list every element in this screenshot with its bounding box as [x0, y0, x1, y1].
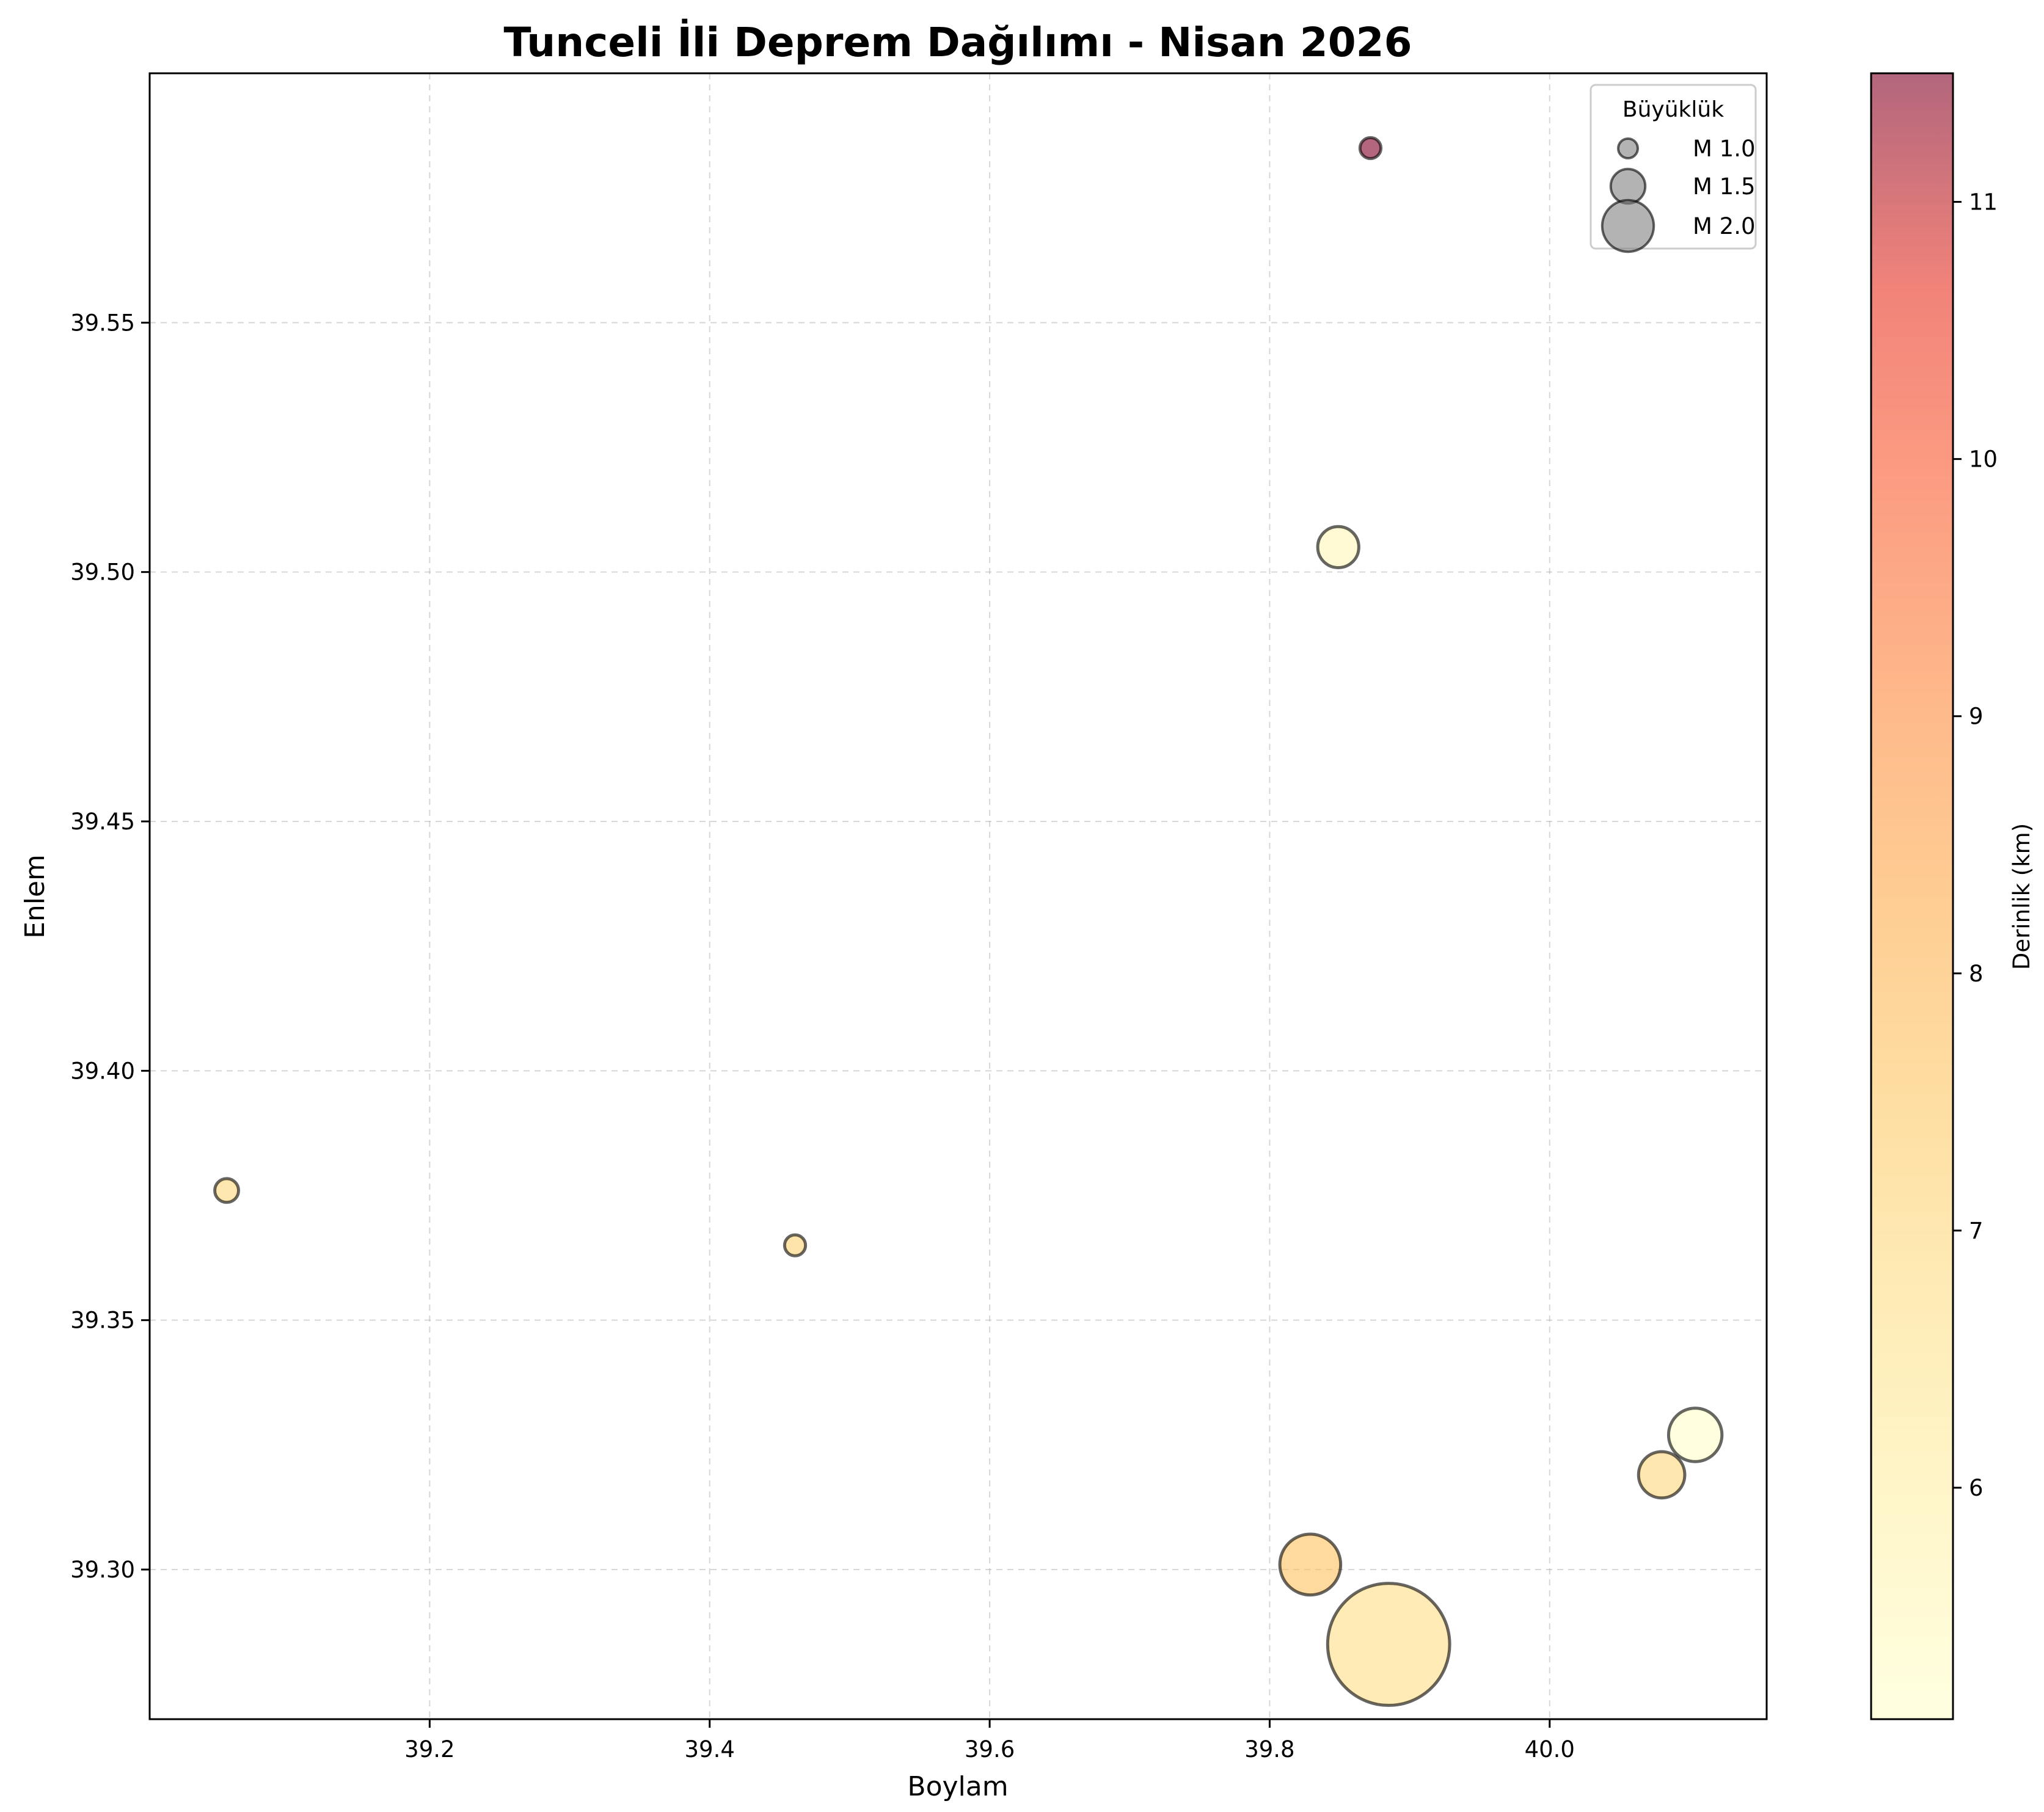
legend-marker [1617, 137, 1639, 159]
chart-title: Tunceli İli Deprem Dağılımı - Nisan 2026 [504, 19, 1412, 66]
earthquake-point [1278, 1532, 1343, 1597]
y-tick-label: 39.55 [70, 310, 135, 336]
y-tick-label: 39.35 [70, 1308, 135, 1334]
earthquake-point [783, 1233, 808, 1257]
earthquake-point [1666, 1406, 1724, 1463]
earthquake-point [1358, 136, 1383, 161]
earthquake-point [1637, 1450, 1687, 1500]
legend-label: M 1.5 [1693, 173, 1756, 200]
legend-label: M 1.0 [1693, 136, 1756, 162]
x-tick-label: 40.0 [1525, 1736, 1575, 1763]
y-tick-label: 39.40 [70, 1058, 135, 1084]
colorbar-tick-label: 6 [1969, 1475, 1984, 1501]
colorbar-gradient [1871, 73, 1953, 1719]
colorbar-tick-label: 7 [1969, 1218, 1984, 1244]
colorbar: 6 7 8 9 10 11 Derinlik (km) [1870, 72, 2035, 1720]
grid-lines [150, 73, 1767, 1719]
data-points [213, 136, 1724, 1707]
colorbar-tick-label: 9 [1969, 704, 1984, 730]
y-axis-label: Enlem [20, 854, 51, 939]
x-axis-label: Boylam [907, 1771, 1008, 1802]
legend-label: M 2.0 [1693, 213, 1756, 239]
y-tick-label: 39.45 [70, 809, 135, 835]
x-tick-label: 39.4 [685, 1736, 735, 1763]
earthquake-point [1316, 525, 1360, 569]
plot-frame [148, 72, 1768, 1720]
colorbar-frame [1870, 72, 1954, 1720]
colorbar-ticks: 6 7 8 9 10 11 [1953, 189, 1998, 1501]
legend-marker [1609, 167, 1647, 205]
y-axis-ticks: 39.30 39.35 39.40 39.45 39.50 39.55 [70, 310, 150, 1583]
legend-title: Büyüklük [1622, 97, 1724, 122]
colorbar-tick-label: 8 [1969, 961, 1984, 987]
x-tick-label: 39.8 [1244, 1736, 1294, 1763]
y-tick-label: 39.30 [70, 1557, 135, 1583]
x-tick-label: 39.2 [404, 1736, 454, 1763]
legend-marker [1601, 198, 1655, 253]
colorbar-tick-label: 10 [1969, 446, 1998, 473]
colorbar-tick-label: 11 [1969, 189, 1998, 216]
earthquake-point [1326, 1582, 1451, 1707]
earthquake-point [213, 1177, 241, 1204]
x-axis-ticks: 39.2 39.4 39.6 39.8 40.0 [404, 1719, 1575, 1763]
size-legend: Büyüklük M 1.0 M 1.5 M 2.0 [1590, 84, 1757, 253]
x-tick-label: 39.6 [965, 1736, 1015, 1763]
y-tick-label: 39.50 [70, 559, 135, 586]
legend-entries: M 1.0 M 1.5 M 2.0 [1601, 136, 1756, 253]
colorbar-label: Derinlik (km) [2009, 823, 2035, 970]
